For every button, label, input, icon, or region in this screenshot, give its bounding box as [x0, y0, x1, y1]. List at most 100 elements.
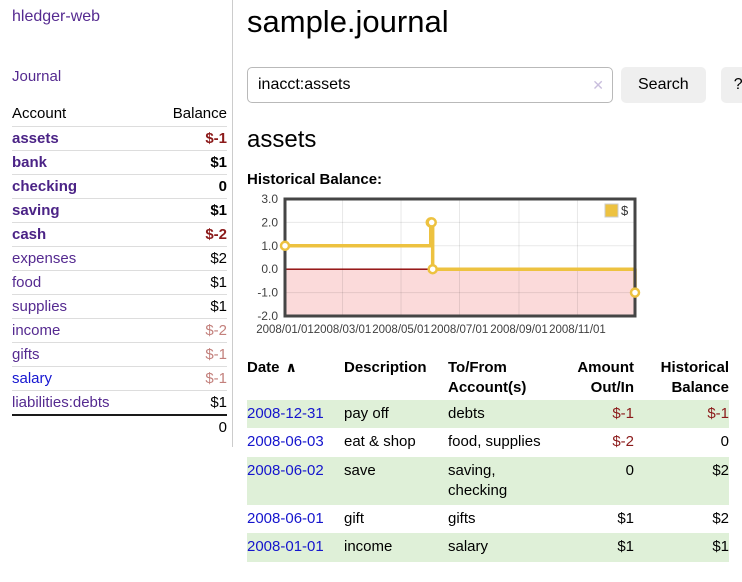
register-balance-cell: $-1 [707, 405, 729, 422]
account-balance: $1 [210, 298, 227, 315]
account-balance-cell: $2 [150, 246, 227, 271]
register-col-label: Historical Balance [660, 359, 729, 396]
y-tick-label: -1.0 [257, 286, 278, 300]
account-balance: $-1 [205, 346, 227, 363]
account-balance: $1 [210, 394, 227, 411]
account-name-cell: expenses [12, 246, 151, 271]
legend-label: $ [621, 203, 629, 218]
register-col-1: Description [344, 355, 448, 400]
register-accounts-cell: salary [448, 538, 489, 556]
account-balance-cell: $1 [150, 390, 227, 415]
historical-balance-chart: $3.0 2.0 1.0 0.0 -1.0 -2.0 2008/01/01 2008/03/0… [247, 192, 677, 343]
app-brand-link[interactable]: hledger-web [12, 8, 101, 25]
sidebar-item-journal[interactable]: Journal [12, 68, 62, 85]
sort-asc-icon[interactable]: ∧ [285, 359, 297, 375]
account-name-cell: gifts [12, 342, 151, 367]
account-balance-cell: 0 [150, 174, 227, 199]
register-col-4: Historical Balance [634, 355, 729, 400]
accounts-table: Account Balance assets $-1 bank $1 checking 0… [12, 102, 227, 439]
register-amount-cell: 0 [625, 461, 634, 479]
account-row: food $1 [12, 270, 227, 295]
account-link-liabilities-debts[interactable]: liabilities:debts [12, 394, 110, 411]
register-accounts-cell: debts [448, 405, 485, 422]
transaction-date-link[interactable]: 2008-06-01 [247, 510, 324, 527]
account-balance-cell: $1 [150, 198, 227, 223]
register-date-cell: 2008-06-02 [247, 457, 344, 506]
search-input[interactable] [247, 67, 613, 103]
account-link-saving[interactable]: saving [12, 202, 60, 219]
account-link-food[interactable]: food [12, 274, 42, 291]
register-amount-cell: $1 [617, 538, 634, 556]
account-link-supplies[interactable]: supplies [12, 298, 68, 315]
account-balance-cell: $1 [150, 294, 227, 319]
register-amount-cell: $-1 [612, 405, 634, 422]
clear-search-icon[interactable]: ✕ [592, 77, 604, 93]
register-accounts-cell: gifts [448, 510, 476, 527]
search-button[interactable]: Search [621, 67, 706, 103]
account-link-salary[interactable]: salary [12, 370, 53, 387]
register-description-cell: gift [344, 510, 365, 527]
account-link-expenses[interactable]: expenses [12, 250, 77, 267]
table-row: 2008-06-03 eat & shop food, supplies $-2 0 [247, 428, 729, 456]
account-balance: 0 [218, 178, 227, 195]
transaction-date-link[interactable]: 2008-06-02 [247, 461, 324, 479]
register-date-cell: 2008-06-01 [247, 505, 344, 533]
account-balance: $-1 [205, 130, 227, 147]
account-row: gifts $-1 [12, 342, 227, 367]
account-name-cell: saving [12, 198, 151, 223]
account-row: bank $1 [12, 150, 227, 175]
account-row: checking 0 [12, 174, 227, 199]
account-name-cell: income [12, 318, 151, 343]
x-tick-label: 2008/01/01 [256, 324, 314, 336]
plot-border [283, 197, 637, 318]
transaction-date-link[interactable]: 2008-12-31 [247, 405, 324, 422]
account-link-cash[interactable]: cash [12, 226, 47, 243]
legend-swatch [604, 203, 619, 218]
account-row: salary $-1 [12, 366, 227, 391]
account-balance-cell: $-2 [150, 318, 227, 343]
table-row: 2008-01-01 income salary $1 $1 [247, 533, 729, 562]
register-accounts-cell: food, supplies [448, 433, 541, 451]
account-name-cell: liabilities:debts [12, 390, 151, 415]
help-button[interactable]: ? [720, 67, 742, 103]
transaction-date-link[interactable]: 2008-06-03 [247, 433, 324, 451]
y-tick-label: 2.0 [261, 215, 278, 229]
account-balance: $1 [210, 274, 227, 291]
register-col-2: To/From Account(s) [448, 355, 554, 400]
register-description-cell: pay off [344, 405, 389, 422]
x-tick-label: 2008/03/01 [314, 324, 372, 336]
x-tick-label: 2008/09/01 [490, 324, 548, 336]
account-link-assets[interactable]: assets [12, 130, 59, 147]
chart-heading: Historical Balance: [247, 171, 383, 188]
account-name-cell: food [12, 270, 151, 295]
account-balance: $-2 [205, 226, 227, 243]
register-balance-cell: $1 [712, 538, 729, 556]
negative-region [285, 269, 635, 316]
data-point-marker [279, 240, 291, 252]
y-tick-label: 3.0 [261, 192, 278, 206]
account-link-bank[interactable]: bank [12, 154, 48, 171]
account-name-cell: checking [12, 174, 151, 199]
transaction-date-link[interactable]: 2008-01-01 [247, 538, 324, 556]
sidebar: hledger-web Journal Account Balance asse… [0, 0, 233, 447]
register-date-cell: 2008-01-01 [247, 533, 344, 561]
account-balance: $1 [210, 154, 227, 171]
register-col-3: Amount Out/In [554, 355, 634, 400]
account-link-gifts[interactable]: gifts [12, 346, 40, 363]
account-balance: $-2 [205, 322, 227, 339]
account-name-cell: salary [12, 366, 151, 391]
account-balance-cell: $1 [150, 270, 227, 295]
account-balance: $-1 [205, 370, 227, 387]
account-name-cell: supplies [12, 294, 151, 319]
register-balance-cell: 0 [720, 433, 729, 451]
account-balance-cell: $-1 [150, 366, 227, 391]
y-tick-label: 1.0 [261, 239, 278, 253]
x-tick-label: 2008/07/01 [431, 324, 489, 336]
register-col-0: Date ∧ [247, 355, 344, 400]
account-link-income[interactable]: income [12, 322, 61, 339]
account-name-cell: cash [12, 222, 151, 247]
data-point-marker [629, 287, 641, 298]
account-balance-cell: $-2 [150, 222, 227, 247]
account-link-checking[interactable]: checking [12, 178, 78, 195]
search-input-wrap: ✕ [247, 67, 613, 103]
